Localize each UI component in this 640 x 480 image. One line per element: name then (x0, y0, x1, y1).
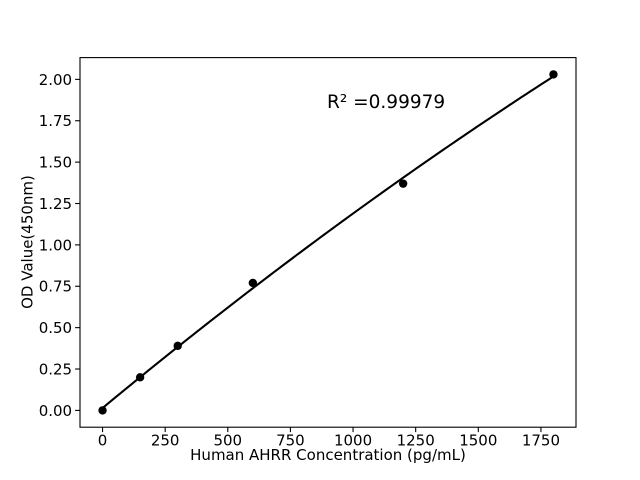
x-tick-label: 500 (213, 432, 242, 450)
y-tick-label: 1.75 (39, 112, 72, 130)
data-point (248, 278, 258, 288)
x-tick-label: 1500 (459, 432, 497, 450)
y-axis-label: OD Value(450nm) (18, 175, 37, 309)
x-tick-label: 250 (151, 432, 180, 450)
data-point (173, 341, 182, 351)
r-squared-annotation: R² =0.99979 (327, 92, 446, 113)
y-tick-label: 0.25 (39, 360, 72, 378)
x-tick-label: 0 (98, 432, 108, 450)
data-point (549, 70, 558, 79)
y-tick-label: 2.00 (39, 71, 72, 89)
y-tick-label: 0.50 (39, 319, 72, 337)
x-axis-label: Human AHRR Concentration (pg/mL) (190, 446, 466, 464)
y-tick-label: 0.75 (39, 278, 72, 296)
plot-frame (79, 57, 577, 428)
y-tick-label: 1.50 (39, 154, 72, 172)
data-point (135, 373, 145, 382)
x-tick-label: 1250 (397, 432, 435, 450)
x-tick-label: 750 (276, 432, 305, 450)
y-tick-label: 1.25 (39, 195, 72, 213)
data-point (98, 406, 107, 415)
y-tick-label: 1.00 (39, 236, 72, 254)
y-tick-label: 0.00 (39, 402, 72, 420)
x-tick-label: 1000 (334, 432, 372, 450)
data-point (398, 179, 408, 188)
fit-line (101, 75, 555, 410)
x-tick-label: 1750 (522, 432, 560, 450)
